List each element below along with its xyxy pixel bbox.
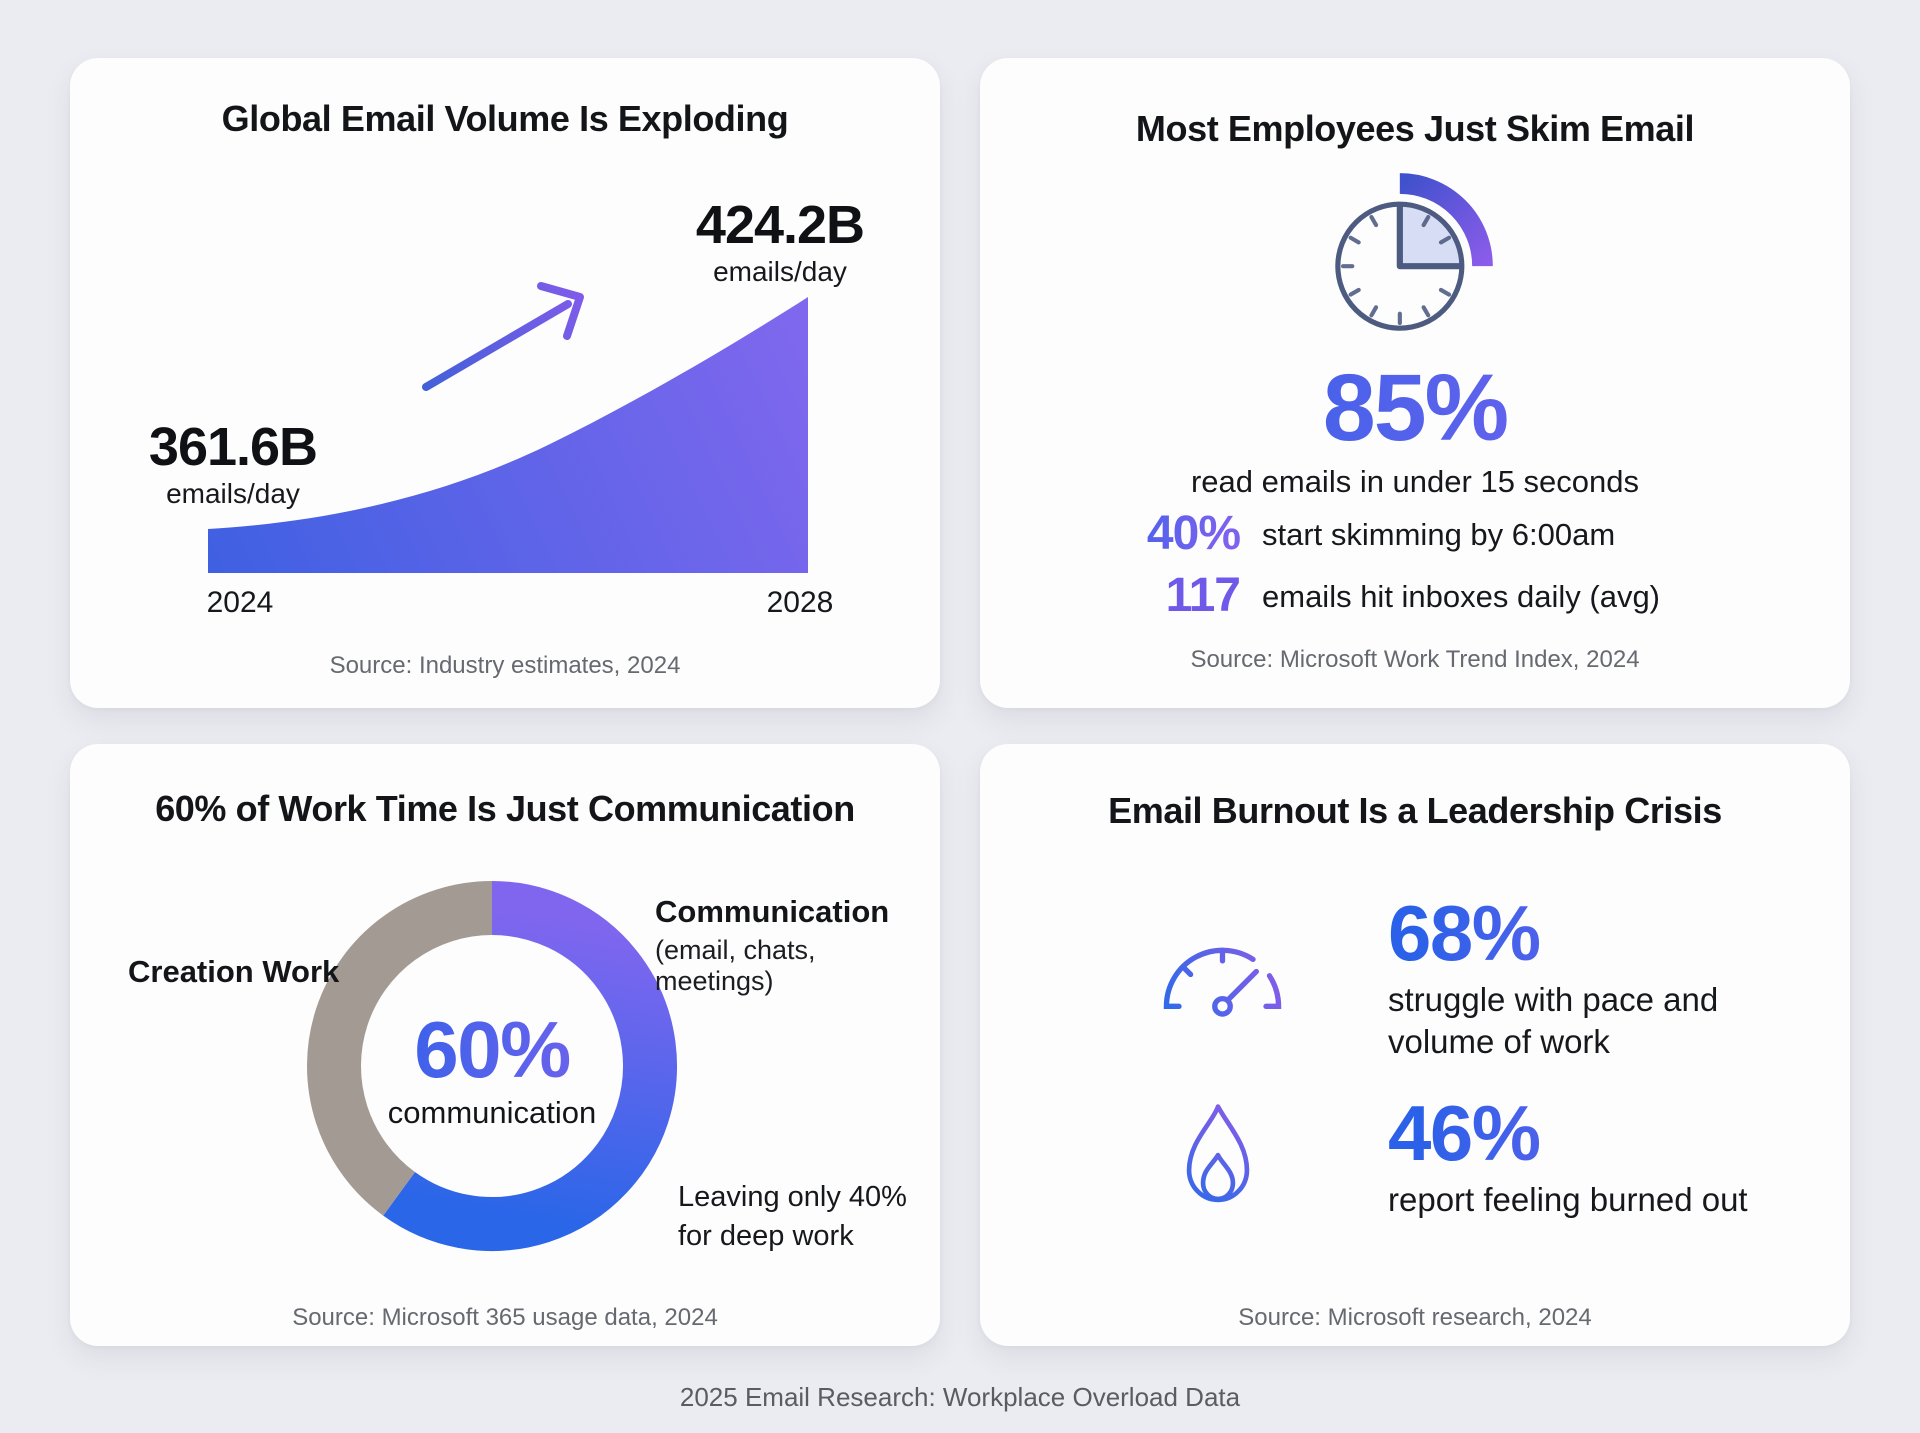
label-creation-work: Creation Work — [128, 954, 340, 989]
x-axis-label-end: 2028 — [766, 586, 834, 619]
end-stat: 424.2B emails/day — [655, 198, 905, 288]
page-footer: 2025 Email Research: Workplace Overload … — [679, 1382, 1241, 1412]
burnout-stat-feeling: 46% report feeling burned out — [1388, 1094, 1748, 1221]
stat-label: struggle with pace and volume of work — [1388, 981, 1719, 1060]
card-title-volume: Global Email Volume Is Exploding — [221, 98, 789, 139]
donut-chart — [307, 881, 677, 1251]
card-title-communication: 60% of Work Time Is Just Communication — [155, 788, 855, 829]
source-volume: Source: Industry estimates, 2024 — [329, 652, 681, 679]
x-axis-label-start: 2024 — [206, 586, 274, 619]
donut-center-label: 60% communication — [302, 1010, 682, 1131]
card-communication-time: 60% of Work Time Is Just Communication 6… — [70, 744, 940, 1346]
label-communication-title: Communication — [655, 894, 890, 929]
stat-value: 46% — [1388, 1094, 1748, 1172]
skim-stats: 40% start skimming by 6:00am 117 emails … — [1060, 508, 1740, 623]
source-skim: Source: Microsoft Work Trend Index, 2024 — [1190, 646, 1640, 673]
donut-center-value: 60% — [302, 1010, 682, 1090]
clock-quarter-icon — [1335, 173, 1493, 331]
start-stat: 361.6B emails/day — [108, 420, 358, 510]
card-skim-email: Most Employees Just Skim Email 85% read — [980, 58, 1850, 708]
stat-value: 40% — [1060, 508, 1241, 559]
stat-label: start skimming by 6:00am — [1262, 516, 1616, 552]
card-title-skim: Most Employees Just Skim Email — [1135, 108, 1695, 149]
source-communication: Source: Microsoft 365 usage data, 2024 — [292, 1304, 718, 1331]
card-title-burnout: Email Burnout Is a Leadership Crisis — [1108, 790, 1722, 831]
infographic-grid: Global Email Volume Is Exploding 424.2B … — [70, 58, 1850, 1346]
stat-label: report feeling burned out — [1388, 1181, 1748, 1218]
label-communication: Communication (email, chats, meetings) — [655, 894, 925, 997]
stat-row: 40% start skimming by 6:00am — [1060, 508, 1740, 561]
card-burnout: Email Burnout Is a Leadership Crisis 68%… — [980, 744, 1850, 1346]
donut-segment-creation-work — [307, 881, 493, 1216]
trend-arrow-icon — [422, 282, 584, 391]
flame-icon — [1186, 1104, 1250, 1203]
burnout-stat-pace: 68% struggle with pace and volume of wor… — [1388, 894, 1733, 1063]
source-burnout: Source: Microsoft research, 2024 — [1238, 1304, 1592, 1331]
end-value: 424.2B — [695, 195, 865, 255]
stat-value: 117 — [1165, 569, 1241, 623]
stat-row: 117 emails hit inboxes daily (avg) — [1060, 570, 1740, 623]
stat-label: emails hit inboxes daily (avg) — [1262, 578, 1661, 614]
headline-label: read emails in under 15 seconds — [1190, 464, 1640, 499]
start-unit: emails/day — [166, 478, 300, 509]
card-email-volume: Global Email Volume Is Exploding 424.2B … — [70, 58, 940, 708]
gauge-icon — [1163, 947, 1282, 1017]
label-communication-sub: (email, chats, meetings) — [655, 935, 816, 996]
start-value: 361.6B — [148, 417, 318, 477]
deep-work-note: Leaving only 40% for deep work — [678, 1181, 907, 1253]
donut-center-sublabel: communication — [387, 1095, 597, 1130]
donut-segment-communication — [383, 881, 677, 1251]
headline-value: 85% — [980, 361, 1850, 456]
stat-value: 68% — [1388, 894, 1733, 972]
end-unit: emails/day — [713, 256, 847, 287]
area-chart — [208, 297, 808, 573]
